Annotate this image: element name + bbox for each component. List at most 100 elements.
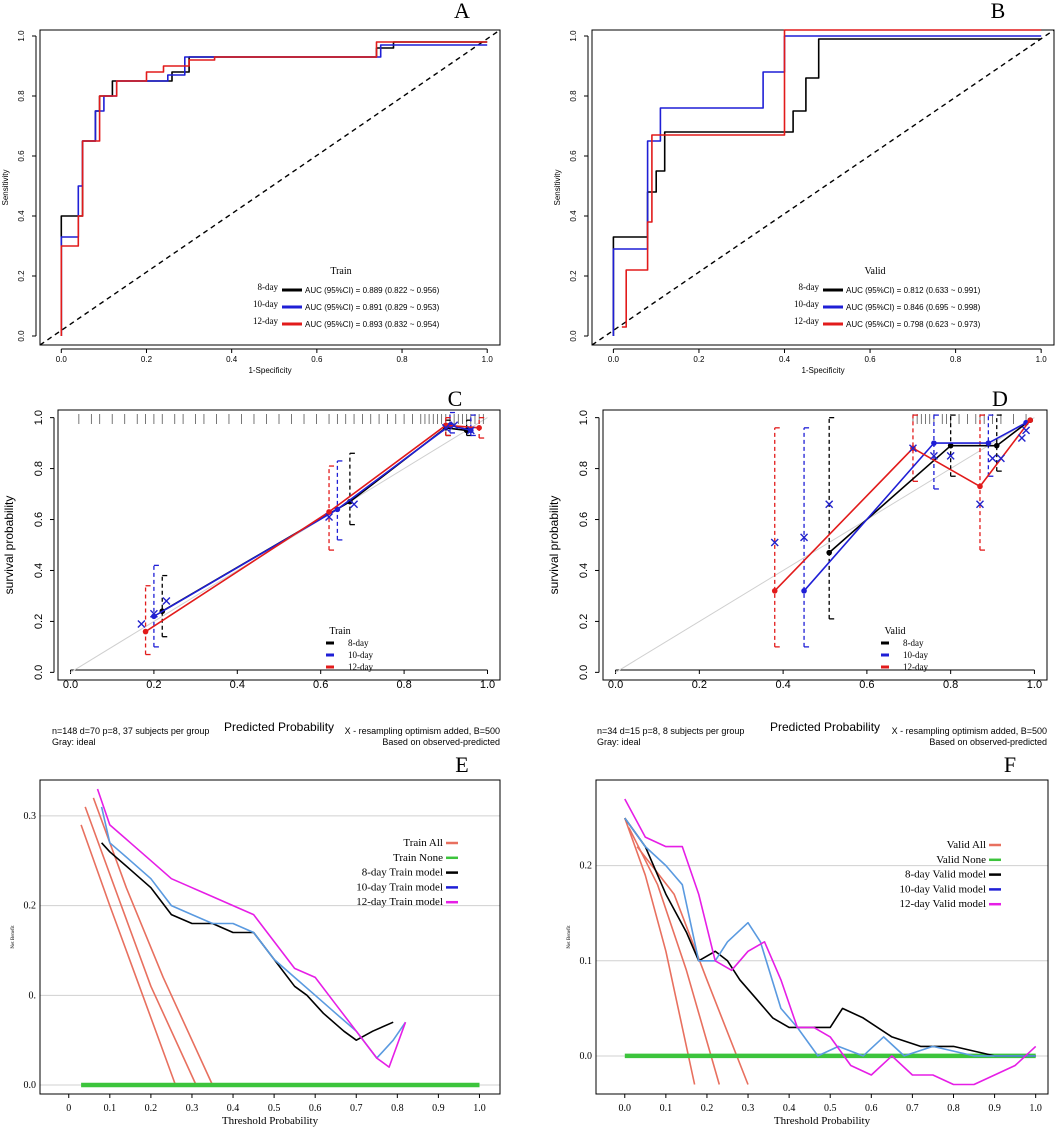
y-tick-label: 0.2 bbox=[24, 901, 37, 912]
x-tick-label: 0.8 bbox=[943, 679, 958, 691]
legend-day-label: 8-day bbox=[258, 282, 279, 292]
legend-day-label: 12-day bbox=[253, 316, 278, 326]
panel-E: E 0 0.1 0.2 0.3 0.4 0.5 0.6 0.7 0.8 0.9 1.0 0.0 0. 0.2… bbox=[11, 752, 501, 1127]
y-tick-label: 0.4 bbox=[578, 563, 590, 578]
ideal-line bbox=[615, 417, 1035, 673]
resampled-x-marker bbox=[137, 619, 146, 628]
resampled-x-marker bbox=[162, 597, 171, 606]
data-point bbox=[771, 588, 778, 594]
x-tick-label: 0.6 bbox=[309, 1103, 322, 1114]
series-line-valid-all-8-day- bbox=[624, 817, 696, 1085]
panel-title-A: A bbox=[454, 0, 470, 23]
y-tick-label: 0. bbox=[29, 990, 37, 1001]
x-tick-label: 0.4 bbox=[226, 355, 238, 364]
plot-frame bbox=[602, 409, 1048, 681]
y-tick-label: 0.4 bbox=[569, 210, 578, 222]
note-based-on: Based on observed-predicted bbox=[929, 737, 1047, 747]
data-point bbox=[931, 440, 937, 446]
series-line-12-day bbox=[145, 424, 480, 633]
series-line-10-day-train-model bbox=[100, 806, 407, 1059]
x-tick-label: 1.0 bbox=[480, 679, 495, 691]
legend-day-label: 8-day bbox=[348, 638, 369, 648]
panel-B: B 0.0 0.2 0.4 0.6 0.8 1.0 0.0 0.2 0.4 0.6 0.8 1.0 1-S… bbox=[553, 0, 1055, 375]
resampled-x-marker bbox=[441, 423, 450, 432]
legend-label: 10-day Train model bbox=[356, 881, 443, 893]
y-tick-label: 0.8 bbox=[569, 90, 578, 102]
resampled-x-marker bbox=[1022, 426, 1031, 435]
note-ideal: Gray: ideal bbox=[597, 737, 641, 747]
data-point bbox=[993, 442, 1000, 449]
data-point bbox=[142, 628, 149, 635]
x-axis-label: Threshold Probability bbox=[774, 1115, 871, 1127]
data-point bbox=[1027, 417, 1034, 423]
y-tick-label: 0.4 bbox=[33, 563, 45, 578]
legend-label: 12-day Train model bbox=[356, 896, 443, 908]
series-line-12-day-train-model bbox=[96, 788, 407, 1068]
y-tick-label: 0.6 bbox=[578, 512, 590, 527]
x-tick-label: 0.8 bbox=[396, 679, 411, 691]
x-tick-label: 0.9 bbox=[432, 1103, 445, 1114]
reference-diagonal bbox=[39, 29, 501, 346]
series-line-12-day bbox=[774, 419, 1031, 592]
resampled-x-marker bbox=[1017, 434, 1026, 443]
series-line-8-day bbox=[828, 419, 1031, 554]
y-tick-label: 0.2 bbox=[17, 270, 26, 282]
y-axis-label: Sensitivity bbox=[553, 169, 562, 205]
y-tick-label: 0.6 bbox=[17, 150, 26, 162]
x-tick-label: 0.4 bbox=[230, 679, 245, 691]
legend-auc-label: AUC (95%CI) = 0.891 (0.829 ~ 0.953) bbox=[305, 303, 440, 312]
legend-label: Train All bbox=[403, 837, 443, 849]
legend-label: 10-day Valid model bbox=[899, 883, 986, 895]
legend-label: 8-day Valid model bbox=[905, 869, 986, 881]
x-tick-label: 0.7 bbox=[350, 1103, 363, 1114]
x-tick-label: 0.6 bbox=[865, 1103, 878, 1114]
x-tick-label: 0.9 bbox=[988, 1103, 1001, 1114]
y-tick-label: 0.0 bbox=[24, 1080, 37, 1091]
series-line-12-day-valid-model bbox=[624, 798, 1037, 1086]
data-point bbox=[977, 483, 983, 490]
reference-diagonal bbox=[591, 29, 1055, 346]
panel-A: A 0.0 0.2 0.4 0.6 0.8 1.0 0.0 0.2 0.4 0.6 0.8 1.0 1-S… bbox=[1, 0, 501, 375]
y-tick-label: 1.0 bbox=[569, 30, 578, 42]
series-line-8-day-train-model bbox=[101, 842, 394, 1041]
panel-title-E: E bbox=[455, 752, 468, 777]
y-tick-label: 1.0 bbox=[578, 410, 590, 425]
x-tick-label: 0.7 bbox=[906, 1103, 919, 1114]
data-point bbox=[826, 549, 832, 556]
y-tick-label: 0.0 bbox=[580, 1051, 593, 1062]
resampled-x-marker bbox=[325, 512, 334, 521]
note-based-on: Based on observed-predicted bbox=[382, 737, 500, 747]
legend-day-label: 10-day bbox=[903, 650, 928, 660]
plot-frame bbox=[595, 779, 1049, 1095]
series-line-8-day bbox=[161, 426, 467, 612]
note-resampling: X - resampling optimism added, B=500 bbox=[892, 726, 1047, 736]
x-tick-label: 1.0 bbox=[1029, 1103, 1042, 1114]
x-tick-label: 1.0 bbox=[473, 1103, 486, 1114]
y-axis-label: survival probability bbox=[547, 496, 561, 595]
legend-label: 8-day Train model bbox=[362, 867, 443, 879]
data-point bbox=[801, 588, 807, 594]
x-tick-label: 0.4 bbox=[775, 679, 790, 691]
x-tick-label: 0.2 bbox=[141, 355, 153, 364]
legend-label: 12-day Valid model bbox=[899, 898, 986, 910]
x-tick-label: 0.5 bbox=[824, 1103, 837, 1114]
resampled-x-marker bbox=[988, 454, 997, 463]
y-tick-label: 0.8 bbox=[578, 461, 590, 476]
x-tick-label: 0.8 bbox=[391, 1103, 404, 1114]
x-tick-label: 0.4 bbox=[227, 1103, 240, 1114]
resampled-x-marker bbox=[946, 451, 955, 460]
legend-day-label: 10-day bbox=[794, 299, 819, 309]
x-tick-label: 0.0 bbox=[608, 679, 623, 691]
resampled-x-marker bbox=[450, 421, 459, 430]
y-tick-label: 0.0 bbox=[578, 665, 590, 680]
legend-auc-label: AUC (95%CI) = 0.812 (0.633 ~ 0.991) bbox=[846, 286, 981, 295]
series-line-12-day bbox=[60, 41, 488, 336]
x-tick-label: 0.8 bbox=[950, 355, 962, 364]
x-tick-label: 0.6 bbox=[859, 679, 874, 691]
x-tick-label: 0.6 bbox=[864, 355, 876, 364]
legend-auc-label: AUC (95%CI) = 0.893 (0.832 ~ 0.954) bbox=[305, 320, 440, 329]
series-line-10-day-valid-model bbox=[624, 817, 1036, 1057]
y-tick-label: 0.2 bbox=[569, 270, 578, 282]
y-tick-label: 0.2 bbox=[580, 861, 593, 872]
